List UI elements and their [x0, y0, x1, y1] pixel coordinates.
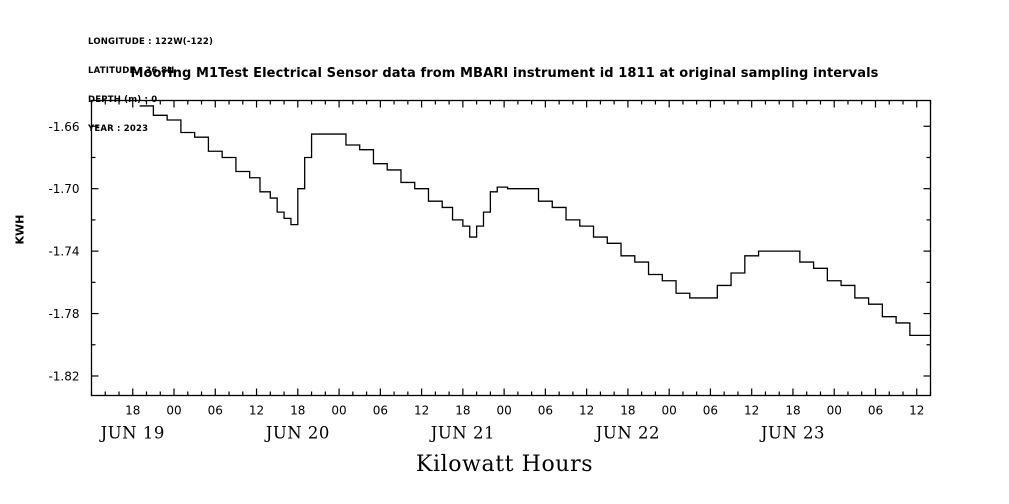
y-tick-label: -1.78	[48, 307, 79, 321]
x-tick-label: 18	[455, 404, 470, 418]
x-tick-label: 18	[785, 404, 800, 418]
x-day-label: JUN 19	[99, 424, 165, 443]
x-tick-label: 00	[331, 404, 346, 418]
x-tick-label: 12	[579, 404, 594, 418]
axis-ticks	[90, 100, 932, 396]
x-tick-label: 12	[744, 404, 759, 418]
chart-title: Mooring M1Test Electrical Sensor data fr…	[130, 66, 879, 81]
y-tick-label: -1.66	[48, 120, 79, 134]
x-tick-label: 18	[290, 404, 305, 418]
metadata-year: YEAR : 2023	[88, 123, 149, 134]
x-day-label: JUN 22	[594, 424, 660, 443]
x-tick-label: 18	[620, 404, 635, 418]
metadata-longitude: LONGITUDE : 122W(-122)	[88, 37, 214, 48]
data-series-line	[139, 105, 931, 337]
x-day-label: JUN 21	[429, 424, 495, 443]
x-tick-label: 00	[662, 404, 677, 418]
x-tick-label: 06	[868, 404, 883, 418]
x-tick-label: 12	[249, 404, 264, 418]
x-tick-label: 00	[166, 404, 181, 418]
x-axis-title: Kilowatt Hours	[415, 452, 594, 477]
x-day-label: JUN 23	[759, 424, 825, 443]
metadata-latitude: LATITUDE : 36.8N	[88, 65, 175, 76]
x-tick-label: 12	[414, 404, 429, 418]
x-tick-label: 18	[125, 404, 140, 418]
x-tick-label: 12	[909, 404, 924, 418]
x-tick-label: 06	[538, 404, 553, 418]
y-tick-label: -1.74	[48, 245, 79, 259]
metadata-block: LONGITUDE : 122W(-122) LATITUDE : 36.8N …	[88, 19, 213, 153]
x-tick-label: 06	[208, 404, 223, 418]
y-tick-label: -1.70	[48, 182, 79, 196]
x-tick-label: 00	[827, 404, 842, 418]
x-tick-label: 06	[703, 404, 718, 418]
x-tick-label: 00	[496, 404, 511, 418]
plot-frame	[90, 99, 932, 397]
y-tick-label: -1.82	[48, 369, 79, 383]
metadata-depth: DEPTH (m) : 0	[88, 94, 158, 105]
x-tick-label: 06	[373, 404, 388, 418]
x-day-label: JUN 20	[264, 424, 330, 443]
